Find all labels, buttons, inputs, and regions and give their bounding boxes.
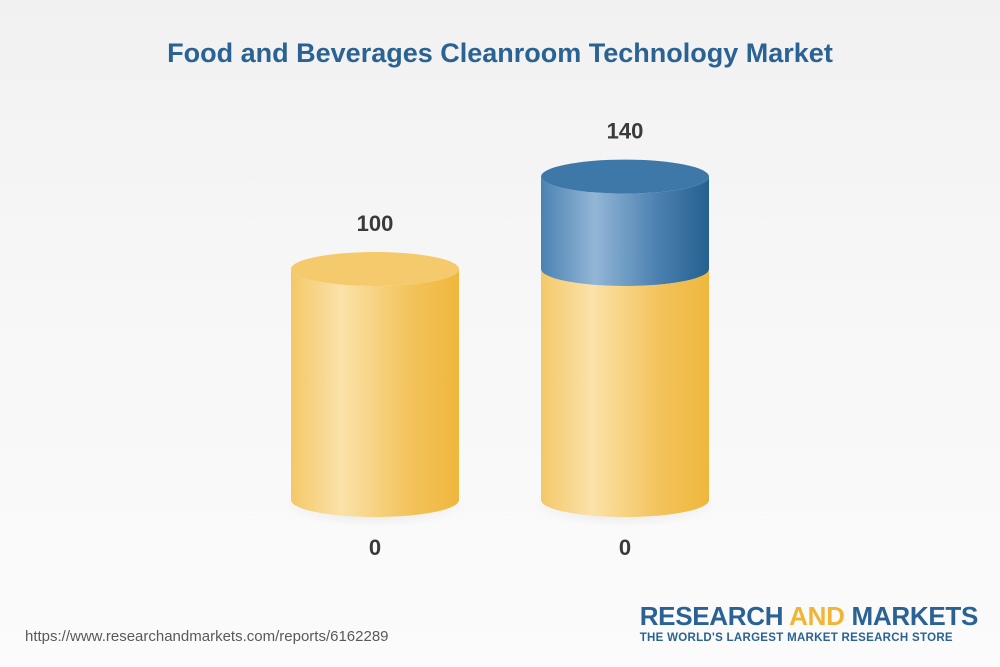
- bar-base-label: 0: [369, 535, 381, 560]
- bar-segment-base: [291, 269, 459, 517]
- bar-value-label: 100: [357, 211, 394, 236]
- logo-wordmark: RESEARCH AND MARKETS: [639, 601, 979, 631]
- bar-base-label: 0: [619, 535, 631, 560]
- brand-logo: RESEARCH AND MARKETS THE WORLD'S LARGEST…: [639, 601, 979, 644]
- chart-title: Food and Beverages Cleanroom Technology …: [167, 38, 833, 68]
- source-url: https://www.researchandmarkets.com/repor…: [25, 628, 389, 645]
- chart-plot: 100 0 140 0: [281, 119, 719, 560]
- bar-value-label: 140: [607, 119, 644, 144]
- logo-tagline: THE WORLD'S LARGEST MARKET RESEARCH STOR…: [639, 632, 953, 644]
- logo-word-and: AND: [789, 601, 845, 631]
- logo-word-markets: MARKETS: [844, 601, 979, 631]
- logo-word-research: RESEARCH: [639, 601, 790, 631]
- bar-top-cap: [291, 252, 459, 286]
- bar-segment-growth: [541, 176, 709, 286]
- cylinder-bar-2: 140 0: [531, 119, 719, 560]
- cylinder-bar-1: 100 0: [281, 211, 469, 560]
- bar-top-cap: [541, 159, 709, 194]
- bar-segment-base: [541, 269, 709, 517]
